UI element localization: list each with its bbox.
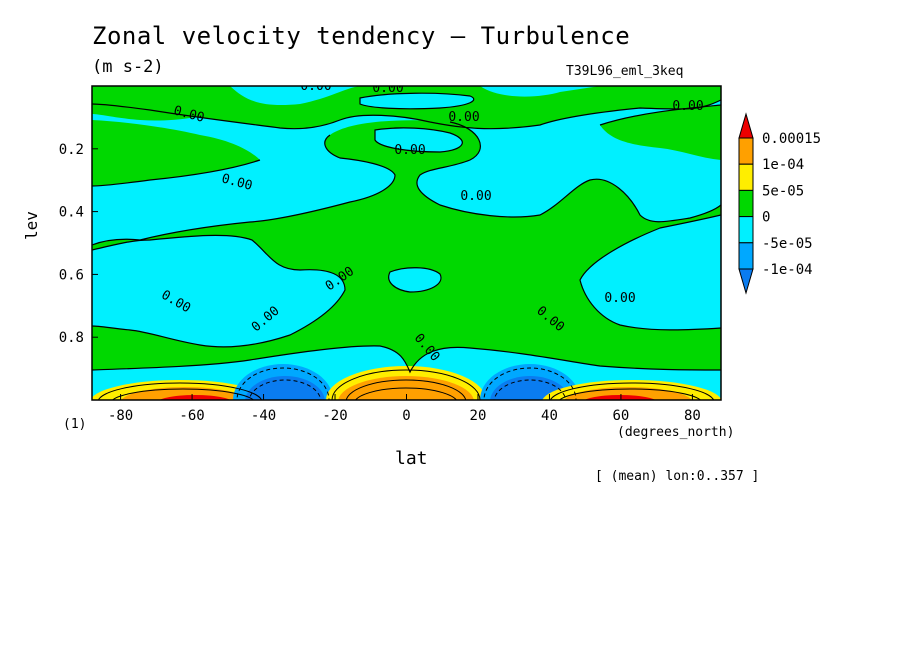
plot-area: 0.000.00 0.000.000.000.000.000.000.000.00… bbox=[92, 79, 721, 400]
y-tick-label: 0.2 bbox=[59, 142, 84, 158]
x-units-label: (degrees_north) bbox=[617, 425, 735, 440]
region-negative-south-midlevel bbox=[92, 235, 345, 347]
x-tick-label: 80 bbox=[684, 408, 701, 424]
colorbar-level-label: 0.00015 bbox=[762, 131, 821, 147]
x-tick-label: -20 bbox=[322, 408, 347, 424]
region-negative-north-midlevel bbox=[580, 215, 721, 330]
contour-label: 0.00 bbox=[448, 110, 479, 125]
chart-title: Zonal velocity tendency — Turbulence bbox=[92, 22, 631, 50]
colorbar-level-label: -5e-05 bbox=[762, 236, 813, 252]
x-tick-label: -60 bbox=[179, 408, 204, 424]
region-negative-upper-tropics bbox=[375, 127, 463, 152]
colorbar-level-label: -1e-04 bbox=[762, 262, 813, 278]
mean-label: [ (mean) lon:0..357 ] bbox=[595, 469, 760, 484]
colorbar: 0.00015 1e-04 5e-05 0 -5e-05 -1e-04 bbox=[738, 112, 821, 295]
x-ticks: -80 -60 -40 -20 0 20 40 60 80 bbox=[108, 394, 701, 424]
region-positive-upper-left bbox=[92, 120, 260, 186]
zero-contour-lines bbox=[92, 92, 721, 374]
x-tick-label: 0 bbox=[402, 408, 410, 424]
colorbar-seg-m1e4-m5e5 bbox=[738, 242, 754, 270]
region-positive-top-left-blob bbox=[92, 86, 210, 121]
x-tick-label: -80 bbox=[108, 408, 133, 424]
y-ticks: 0.2 0.4 0.6 0.8 bbox=[59, 142, 98, 346]
y-corner-label: (1) bbox=[63, 417, 87, 432]
chart-units: (m s-2) bbox=[92, 57, 164, 77]
colorbar-top-arrow bbox=[738, 112, 754, 139]
y-tick-label: 0.4 bbox=[59, 205, 84, 221]
x-tick-label: 20 bbox=[470, 408, 487, 424]
x-axis-label: lat bbox=[395, 448, 428, 469]
contour-label: 0.00 bbox=[672, 99, 703, 114]
contour-label: 0.00 bbox=[300, 79, 331, 94]
colorbar-seg-m5e5-0 bbox=[738, 216, 754, 244]
colorbar-level-label: 0 bbox=[762, 210, 770, 226]
region-negative-surface-south-core bbox=[245, 376, 325, 400]
contour-label: 0.00 bbox=[460, 189, 491, 204]
contour-label: 0.00 bbox=[394, 143, 425, 158]
x-tick-label: 60 bbox=[613, 408, 630, 424]
region-positive-upper-right bbox=[600, 105, 721, 160]
y-tick-label: 0.8 bbox=[59, 330, 84, 346]
region-positive-surface-south-core bbox=[159, 395, 231, 400]
colorbar-seg-1e4-15e4 bbox=[738, 137, 754, 165]
x-tick-label: -40 bbox=[251, 408, 276, 424]
y-tick-label: 0.6 bbox=[59, 267, 84, 283]
region-positive-surface-north-core bbox=[584, 395, 656, 400]
region-negative-top-pocket bbox=[360, 93, 474, 109]
contour-label: 0.00 bbox=[604, 291, 635, 306]
colorbar-seg-5e5-1e4 bbox=[738, 163, 754, 191]
colorbar-level-label: 1e-04 bbox=[762, 157, 804, 173]
contour-label: 0.00 bbox=[372, 81, 403, 96]
colorbar-seg-0-5e5 bbox=[738, 189, 754, 218]
x-tick-label: 40 bbox=[541, 408, 558, 424]
run-id-label: T39L96_eml_3keq bbox=[566, 64, 684, 79]
region-negative-tropical-pocket bbox=[388, 267, 441, 292]
region-negative-surface-north-core bbox=[490, 376, 570, 400]
colorbar-level-label: 5e-05 bbox=[762, 183, 804, 199]
colorbar-bottom-arrow bbox=[738, 268, 754, 295]
surface-contour-lines bbox=[97, 367, 715, 400]
